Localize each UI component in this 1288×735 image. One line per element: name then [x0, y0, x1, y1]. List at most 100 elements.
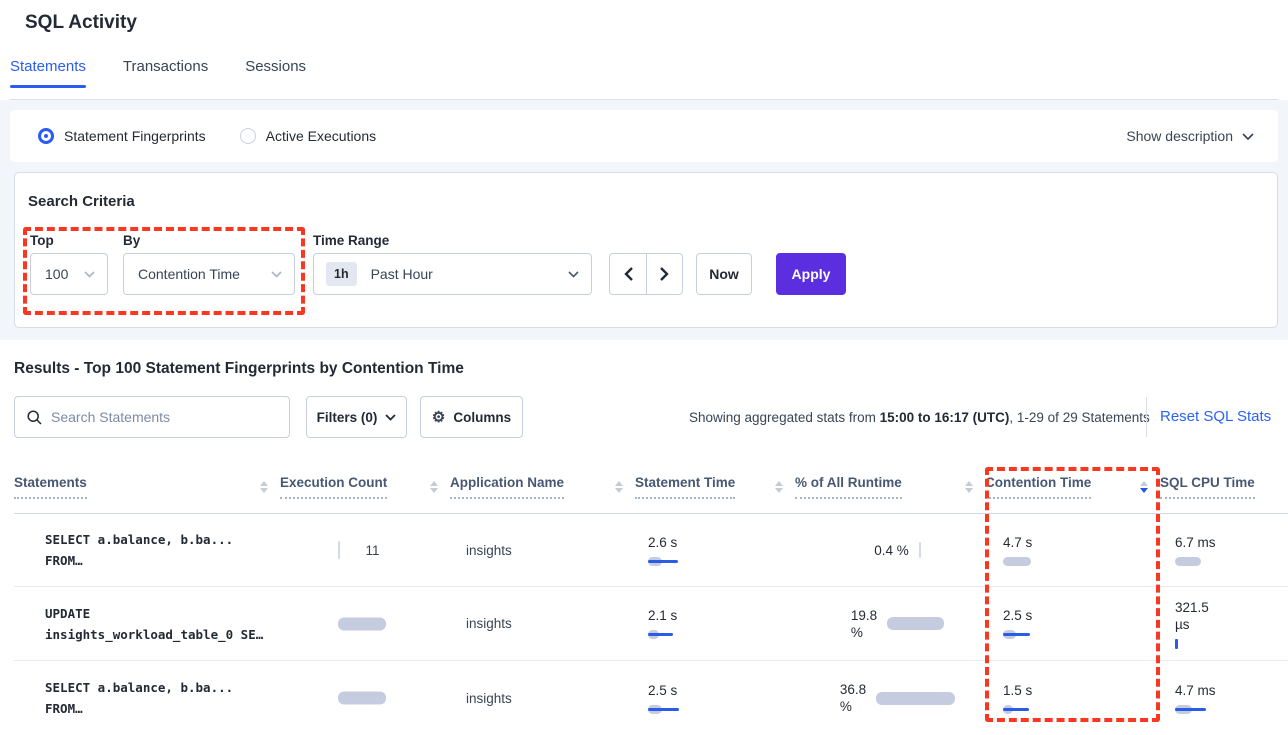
execution-count-bar [338, 541, 340, 559]
runtime-pct-bar [876, 691, 956, 705]
radio-unselected-icon[interactable] [239, 128, 256, 144]
execution-count-cell: 11 [280, 514, 450, 586]
column-header-execution-count[interactable]: Execution Count [280, 460, 450, 513]
search-statements-input[interactable] [51, 409, 289, 425]
filters-button[interactable]: Filters (0) [306, 396, 407, 438]
search-criteria-title: Search Criteria [28, 193, 135, 210]
by-select[interactable]: Contention Time [123, 253, 295, 295]
sort-icon[interactable] [965, 480, 973, 493]
top-select[interactable]: 100 [30, 253, 108, 295]
execution-count-bar [338, 617, 386, 630]
chevron-down-icon [84, 270, 95, 278]
chevron-down-icon [271, 270, 282, 278]
view-mode-bar: Statement Fingerprints Active Executions… [10, 110, 1278, 162]
application-name-cell: insights [466, 690, 512, 706]
chevron-right-icon [660, 267, 669, 281]
results-heading: Results - Top 100 Statement Fingerprints… [14, 360, 464, 377]
time-range-label: Time Range [313, 233, 390, 248]
radio-label: Active Executions [265, 128, 377, 144]
table-row[interactable]: UPDATE insights_workload_table_0 SE… 1k … [14, 587, 1288, 661]
now-button[interactable]: Now [696, 253, 752, 295]
columns-label: Columns [453, 409, 512, 425]
contention-time-cell: 1.5 s [985, 661, 1160, 735]
statement-time-line [648, 559, 678, 563]
column-header-statement-time[interactable]: Statement Time [635, 460, 795, 513]
search-criteria-card [14, 172, 1278, 328]
reset-sql-stats-link[interactable]: Reset SQL Stats [1160, 408, 1272, 425]
radio-label: Statement Fingerprints [64, 128, 206, 144]
sql-cpu-time-line [1175, 707, 1206, 711]
by-select-value: Contention Time [138, 266, 240, 282]
time-range-select[interactable]: 1h Past Hour [313, 253, 592, 295]
statement-link[interactable]: SELECT a.balance, b.ba... FROM… [45, 532, 234, 568]
sql-cpu-time-cell: 321.5 µs [1160, 587, 1288, 660]
contention-time-cell: 4.7 s [985, 514, 1160, 586]
show-description-toggle[interactable]: Show description [1126, 128, 1254, 144]
statement-time-cell: 2.1 s [635, 587, 795, 660]
apply-button[interactable]: Apply [776, 253, 846, 295]
tab-transactions[interactable]: Transactions [122, 58, 209, 75]
statement-time-cell: 2.5 s [635, 661, 795, 735]
column-header-statements[interactable]: Statements [14, 460, 280, 513]
runtime-pct-cell: 0.4 % [795, 514, 985, 586]
filters-label: Filters (0) [316, 409, 378, 425]
chevron-down-icon [1242, 132, 1254, 140]
statement-time-line [648, 633, 673, 636]
contention-time-line [1003, 707, 1029, 711]
column-header-runtime-pct[interactable]: % of All Runtime [795, 460, 985, 513]
contention-time-line [1003, 633, 1030, 636]
showing-stats-text: Showing aggregated stats from 15:00 to 1… [689, 410, 1150, 425]
statement-link[interactable]: SELECT a.balance, b.ba... FROM… [45, 680, 234, 716]
execution-count-cell: 1k [280, 587, 450, 660]
application-name-cell: insights [466, 616, 512, 631]
statements-table: Statements Execution Count Application N… [14, 460, 1288, 735]
sort-icon[interactable] [615, 480, 623, 493]
sort-icon[interactable] [775, 480, 783, 493]
column-header-contention-time[interactable]: Contention Time [985, 460, 1160, 513]
execution-count-bar [338, 691, 386, 705]
next-time-button[interactable] [646, 254, 682, 294]
search-icon [27, 409, 42, 425]
top-label: Top [30, 233, 54, 248]
statement-link[interactable]: UPDATE insights_workload_table_0 SE… [45, 605, 264, 642]
application-name-cell: insights [466, 542, 512, 558]
statement-time-cell: 2.6 s [635, 514, 795, 586]
statement-time-line [648, 707, 679, 711]
tab-bar: Statements Transactions Sessions [10, 58, 306, 97]
runtime-pct-cell: 36.8 % [795, 661, 985, 735]
chevron-left-icon [623, 267, 633, 281]
search-statements-box[interactable] [14, 396, 290, 438]
radio-selected-icon[interactable] [38, 128, 54, 144]
chevron-down-icon [385, 413, 397, 421]
sql-cpu-time-cell: 4.7 ms [1160, 661, 1288, 735]
show-description-label: Show description [1126, 128, 1233, 144]
sql-cpu-time-cell: 6.7 ms [1160, 514, 1288, 586]
columns-button[interactable]: ⚙ Columns [420, 396, 523, 438]
page-title: SQL Activity [25, 12, 137, 33]
tab-divider [10, 99, 1278, 100]
sql-cpu-time-bar [1175, 556, 1201, 566]
table-header-row: Statements Execution Count Application N… [14, 460, 1288, 514]
table-row[interactable]: SELECT a.balance, b.ba... FROM… 1k insig… [14, 661, 1288, 735]
runtime-pct-bar [918, 542, 921, 558]
radio-active-executions[interactable]: Active Executions [239, 128, 377, 144]
by-label: By [123, 233, 141, 248]
showing-time-window: 15:00 to 16:17 (UTC) [879, 410, 1010, 425]
time-range-badge: 1h [326, 262, 357, 286]
tab-statements[interactable]: Statements [10, 58, 86, 97]
column-header-sql-cpu-time[interactable]: SQL CPU Time [1160, 460, 1288, 513]
execution-count-cell: 1k [280, 661, 450, 735]
table-row[interactable]: SELECT a.balance, b.ba... FROM… 11 insig… [14, 514, 1288, 587]
contention-time-cell: 2.5 s [985, 587, 1160, 660]
sort-icon[interactable] [430, 480, 438, 493]
radio-statement-fingerprints[interactable]: Statement Fingerprints [38, 128, 206, 144]
sort-icon[interactable] [260, 480, 268, 493]
column-header-application-name[interactable]: Application Name [450, 460, 635, 513]
top-select-value: 100 [45, 266, 69, 282]
runtime-pct-bar [887, 617, 945, 630]
time-range-stepper [609, 253, 683, 295]
tab-sessions[interactable]: Sessions [245, 58, 307, 75]
previous-time-button[interactable] [610, 254, 646, 294]
sort-icon-active-desc[interactable] [1140, 480, 1148, 493]
